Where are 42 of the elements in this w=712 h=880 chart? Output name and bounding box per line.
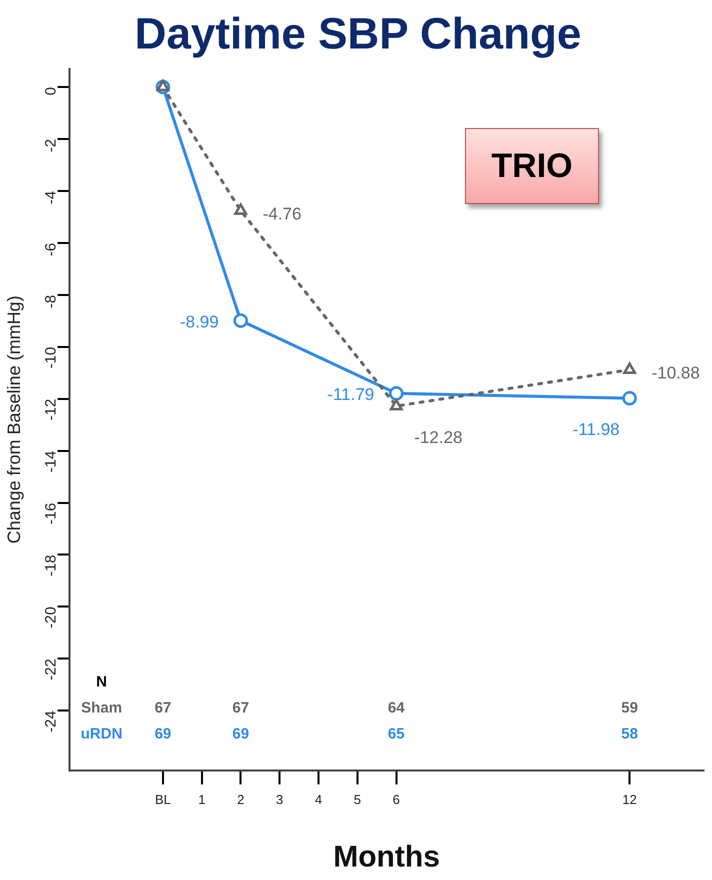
x-tick-label: 5 [354, 792, 361, 807]
y-tick-label: -22 [42, 658, 60, 680]
data-label: -4.76 [262, 204, 302, 224]
x-tick-label: 3 [276, 792, 284, 807]
annotation: 69 [154, 726, 172, 743]
x-tick-label: BL [154, 792, 171, 807]
annotation: 59 [621, 700, 638, 717]
y-tick-label: -24 [42, 710, 60, 732]
chart-title: Daytime SBP Change [134, 10, 582, 59]
x-tick-label: 12 [622, 792, 637, 807]
y-tick-label: -6 [42, 242, 60, 256]
y-tick-label: 0 [42, 86, 60, 96]
annotation: N [96, 674, 108, 691]
annotation: 67 [232, 700, 250, 717]
data-label: -11.79 [327, 385, 374, 404]
x-tick-label: 2 [237, 792, 244, 807]
annotation: 67 [154, 700, 172, 717]
annotation: 64 [388, 700, 406, 717]
text: uRDN [80, 726, 122, 743]
x-tick-label: 6 [392, 792, 400, 807]
data-label: -10.88 [652, 363, 700, 382]
y-tick-label: -14 [42, 450, 60, 472]
x-tick-label: 4 [314, 792, 322, 807]
text: Sham [81, 700, 122, 717]
y-tick-label: -12 [42, 398, 60, 420]
annotation: 69 [232, 726, 250, 743]
annotation: 65 [388, 726, 405, 743]
y-tick-label: -16 [42, 502, 60, 524]
y-tick-label: -18 [42, 554, 60, 576]
x-tick-label: 1 [198, 792, 206, 807]
y-tick-label: -4 [42, 190, 60, 204]
y-tick-label: -2 [42, 138, 60, 152]
data-label: -12.28 [414, 428, 462, 447]
y-axis-title: Change from Baseline (mmHg) [4, 296, 24, 544]
data-label: -8.99 [180, 312, 219, 332]
y-tick-label: -20 [42, 606, 60, 628]
y-tick-label: -8 [42, 294, 60, 308]
x-axis-title: Months [333, 840, 440, 874]
annotation: TRIO [465, 128, 599, 204]
annotation: 58 [621, 726, 638, 743]
y-tick-label: -10 [42, 346, 60, 369]
data-label: -11.98 [572, 420, 620, 439]
